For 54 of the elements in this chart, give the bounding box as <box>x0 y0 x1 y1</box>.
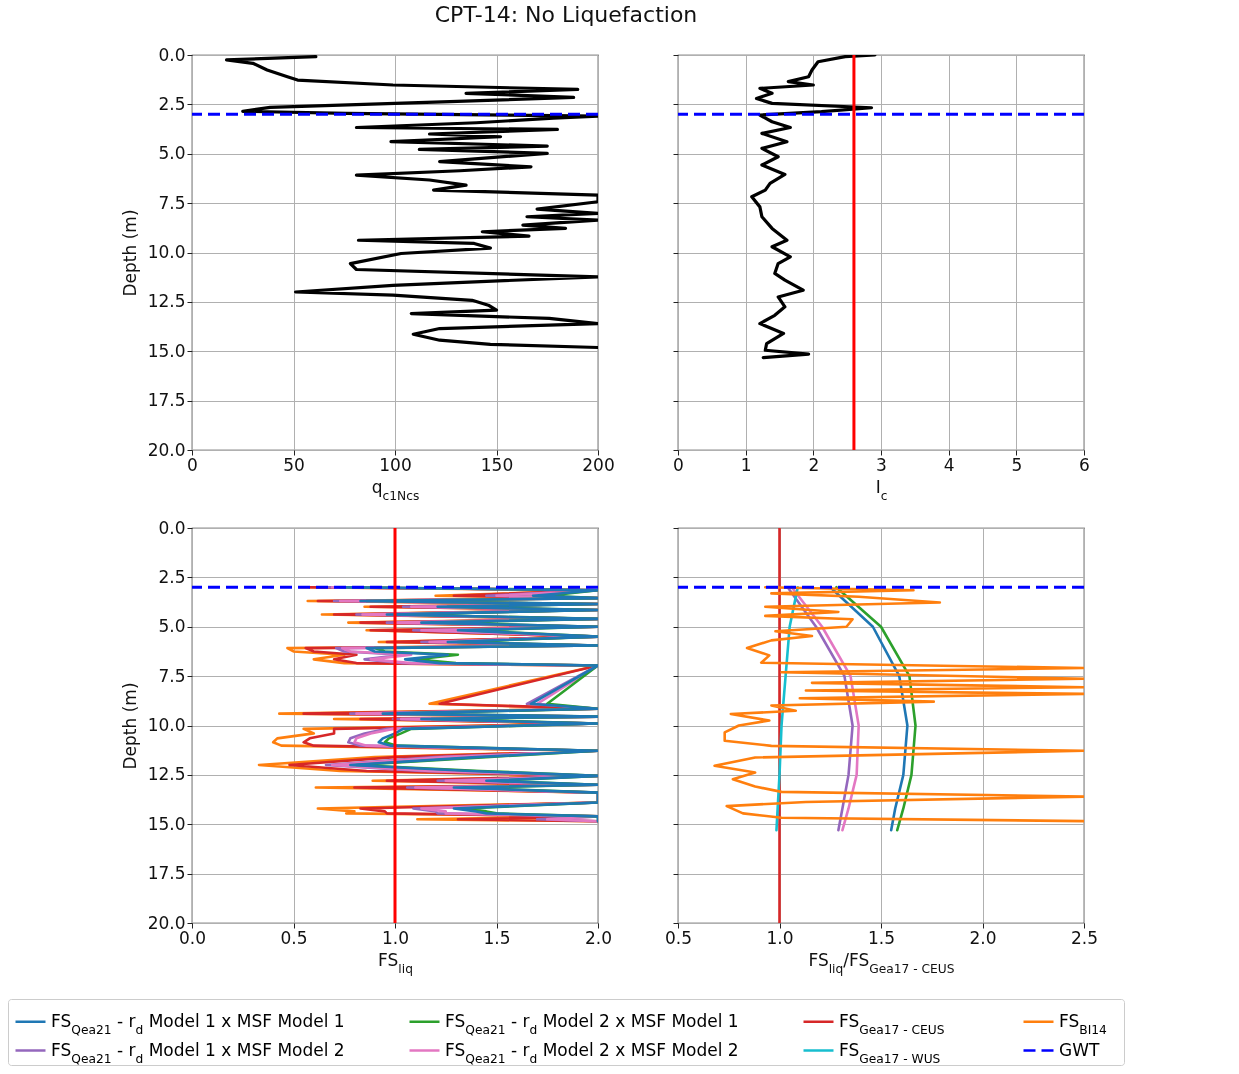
y-tick-label: 17.5 <box>147 863 186 884</box>
x-tick-label: 1.5 <box>867 927 896 948</box>
x-axis-title: FS$_{liq}$/FS$_{Gea17 - CEUS}$ <box>808 949 955 976</box>
y-tick-label: 10.0 <box>147 715 186 735</box>
legend-label: FS$_{Qea21}$ - r$_{d}$ Model 1 x MSF Model 2 <box>51 1039 345 1066</box>
y-tick-label: 10.0 <box>147 242 186 262</box>
y-tick-label: 5.0 <box>158 143 186 164</box>
y-tick-label: 12.5 <box>147 764 186 785</box>
x-tick-label: 1.0 <box>381 927 410 948</box>
y-tick-label: 0.0 <box>158 517 186 538</box>
x-tick-label: 2.5 <box>1070 927 1099 948</box>
y-tick-label: 5.0 <box>158 616 186 637</box>
legend-label: FS$_{Gea17 - CEUS}$ <box>839 1010 945 1037</box>
legend-label: GWT <box>1059 1039 1100 1060</box>
y-axis-title: Depth (m) <box>119 682 140 770</box>
x-tick-label: 1 <box>740 454 752 475</box>
y-tick-label: 0.0 <box>158 44 186 65</box>
legend-label: FS$_{Qea21}$ - r$_{d}$ Model 1 x MSF Model 1 <box>51 1010 345 1037</box>
legend-label: FS$_{Qea21}$ - r$_{d}$ Model 2 x MSF Model 1 <box>445 1010 739 1037</box>
y-tick-label: 7.5 <box>158 192 186 213</box>
x-axis-title: FS$_{liq}$ <box>378 949 413 976</box>
x-tick-label: 1.5 <box>483 927 511 948</box>
x-tick-label: 5 <box>1011 454 1023 475</box>
x-axis-title: I$_{c}$ <box>875 476 888 503</box>
x-tick-label: 3 <box>876 454 887 475</box>
x-tick-label: 100 <box>379 454 412 475</box>
y-tick-label: 12.5 <box>147 291 186 312</box>
x-tick-label: 2.0 <box>584 927 613 948</box>
chart-title: CPT-14: No Liquefaction <box>434 2 698 28</box>
x-tick-label: 150 <box>480 454 514 475</box>
y-tick-label: 20.0 <box>147 439 186 460</box>
x-axis-title: q$_{c1Ncs}$ <box>371 476 420 503</box>
x-tick-label: 0 <box>187 454 198 475</box>
x-tick-label: 6 <box>1079 454 1090 475</box>
x-tick-label: 0.5 <box>664 927 693 948</box>
x-tick-label: 2 <box>808 454 820 475</box>
legend-label: FS$_{BI14}$ <box>1059 1010 1108 1037</box>
x-tick-label: 200 <box>582 454 615 475</box>
y-tick-label: 7.5 <box>158 665 186 686</box>
legend-label: FS$_{Gea17 - WUS}$ <box>839 1039 941 1066</box>
y-tick-label: 2.5 <box>158 566 186 587</box>
y-tick-label: 2.5 <box>158 93 186 114</box>
y-tick-label: 15.0 <box>147 340 186 361</box>
x-tick-label: 4 <box>943 454 955 475</box>
x-tick-label: 0.5 <box>280 927 308 948</box>
x-tick-label: 1.0 <box>766 927 794 948</box>
x-tick-label: 2.0 <box>969 927 997 948</box>
y-tick-label: 15.0 <box>147 813 186 834</box>
line-series <box>224 55 598 350</box>
x-tick-label: 0 <box>673 454 684 475</box>
y-axis-title: Depth (m) <box>119 209 140 297</box>
y-tick-label: 17.5 <box>147 390 186 411</box>
legend-label: FS$_{Qea21}$ - r$_{d}$ Model 2 x MSF Model 2 <box>445 1039 739 1066</box>
x-tick-label: 50 <box>283 454 305 475</box>
